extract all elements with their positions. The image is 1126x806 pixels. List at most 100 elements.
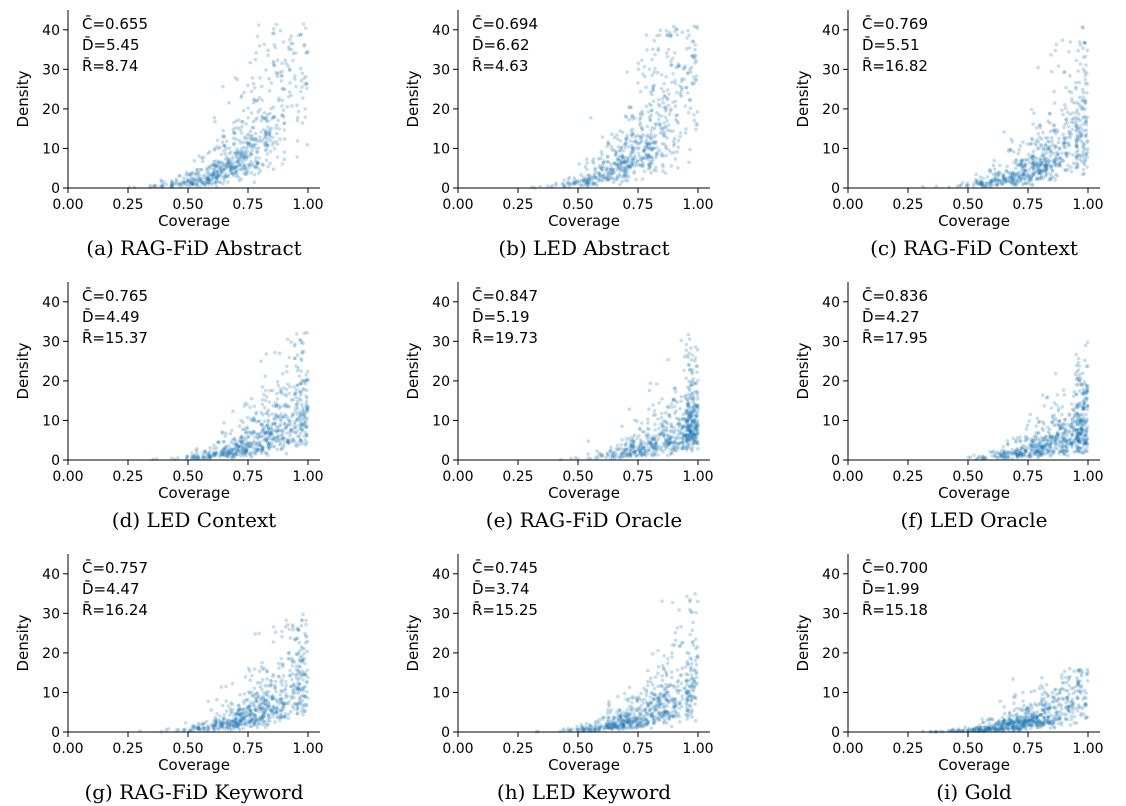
data-point [675, 91, 679, 95]
y-tick-label: 40 [42, 567, 60, 583]
data-point [304, 641, 308, 645]
data-point [274, 422, 278, 426]
data-point [255, 700, 259, 704]
data-point [683, 66, 687, 70]
data-point [213, 164, 217, 168]
data-point [1054, 444, 1058, 448]
data-point [1029, 142, 1033, 146]
data-point [1065, 118, 1069, 122]
data-point [256, 35, 260, 39]
data-point [634, 178, 638, 182]
data-point [261, 703, 265, 707]
data-point [694, 437, 698, 441]
data-point [597, 172, 601, 176]
data-point [1000, 179, 1004, 183]
data-point [254, 720, 258, 724]
data-point [645, 33, 649, 37]
data-point [1041, 148, 1045, 152]
data-point [694, 433, 698, 437]
data-point [213, 722, 217, 726]
data-point [1062, 126, 1066, 130]
data-point [670, 406, 674, 410]
data-point [295, 104, 299, 108]
data-point [1086, 115, 1090, 119]
data-point [277, 384, 281, 388]
data-point [1079, 431, 1083, 435]
data-point [956, 184, 960, 188]
data-point [301, 71, 305, 75]
data-point [294, 392, 298, 396]
data-point [244, 122, 248, 126]
data-point [229, 432, 233, 436]
data-point [264, 412, 268, 416]
x-tick-label: 1.00 [1072, 469, 1103, 485]
data-point [1075, 59, 1079, 63]
data-point [1078, 364, 1082, 368]
data-point [263, 406, 267, 410]
data-point [1060, 413, 1064, 417]
data-point [281, 702, 285, 706]
data-point [272, 43, 276, 47]
data-point [659, 447, 663, 451]
data-point [276, 715, 280, 719]
data-point [673, 405, 677, 409]
data-point [265, 159, 269, 163]
data-point [696, 379, 700, 383]
data-point [271, 404, 275, 408]
data-point [293, 77, 297, 81]
data-point [1049, 172, 1053, 176]
data-point [1035, 450, 1039, 454]
data-point [223, 434, 227, 438]
data-point [688, 633, 692, 637]
data-point [1060, 108, 1064, 112]
data-point [653, 70, 657, 74]
data-point [1075, 370, 1079, 374]
data-point [290, 398, 294, 402]
data-point [693, 403, 697, 407]
data-point [280, 61, 284, 65]
data-point [1067, 430, 1071, 434]
data-point [988, 450, 992, 454]
data-point [303, 662, 307, 666]
data-point [1048, 121, 1052, 125]
data-point [300, 85, 304, 89]
data-point [255, 147, 259, 151]
data-point [658, 124, 662, 128]
data-point [201, 160, 205, 164]
data-point [301, 96, 305, 100]
x-tick-label: 1.00 [292, 469, 323, 485]
data-point [682, 369, 686, 373]
data-point [614, 178, 618, 182]
data-point [688, 608, 692, 612]
data-point [264, 452, 268, 456]
data-point [1008, 451, 1012, 455]
data-point [691, 81, 695, 85]
data-point [284, 58, 288, 62]
data-point [262, 393, 266, 397]
data-point [293, 344, 297, 348]
data-point [284, 425, 288, 429]
data-point [1057, 64, 1061, 68]
data-point [1061, 405, 1065, 409]
data-point [1077, 154, 1081, 158]
data-point [280, 98, 284, 102]
data-point [1084, 99, 1088, 103]
data-point [664, 683, 668, 687]
data-point [288, 38, 292, 42]
data-point [249, 171, 253, 175]
data-point [667, 104, 671, 108]
data-point [249, 129, 253, 133]
data-point [288, 434, 292, 438]
data-point [1005, 165, 1009, 169]
data-point [252, 439, 256, 443]
data-point [287, 95, 291, 99]
data-point [624, 443, 628, 447]
data-point [1076, 403, 1080, 407]
data-point [1041, 420, 1045, 424]
data-point [639, 90, 643, 94]
data-point [579, 184, 583, 188]
data-point [689, 107, 693, 111]
data-point [1073, 415, 1077, 419]
data-point [261, 403, 265, 407]
